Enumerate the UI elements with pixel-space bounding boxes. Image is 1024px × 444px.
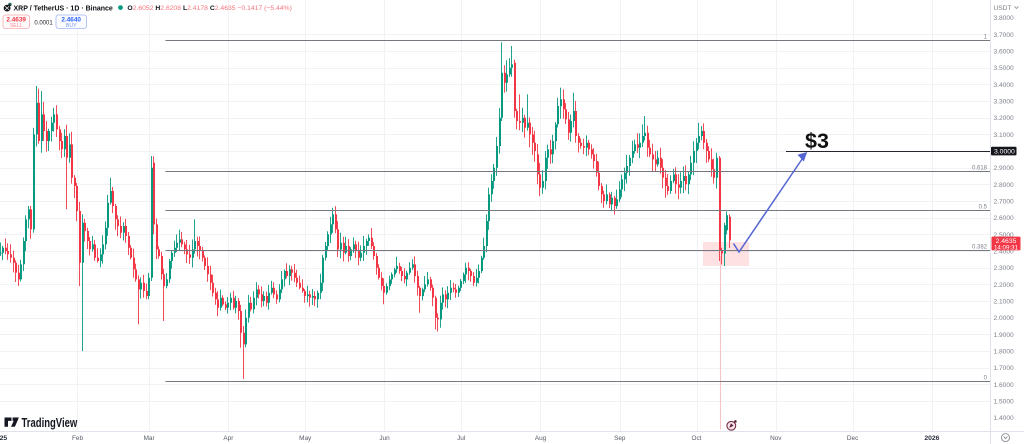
svg-text:0.5: 0.5 [979, 204, 988, 210]
svg-text:2.4639: 2.4639 [6, 16, 26, 23]
svg-text:3.7000: 3.7000 [994, 32, 1015, 39]
svg-text:2.3000: 2.3000 [994, 265, 1015, 272]
svg-text:1.5000: 1.5000 [994, 398, 1015, 405]
svg-text:2.1000: 2.1000 [994, 298, 1015, 305]
svg-text:25: 25 [0, 435, 7, 442]
svg-text:3.1000: 3.1000 [994, 132, 1015, 139]
svg-text:2.2000: 2.2000 [994, 282, 1015, 289]
svg-text:14:09:31: 14:09:31 [994, 245, 1019, 252]
svg-text:1.7000: 1.7000 [994, 365, 1015, 372]
svg-text:0: 0 [984, 375, 988, 381]
svg-text:1.8000: 1.8000 [994, 348, 1015, 355]
svg-text:Apr: Apr [223, 435, 234, 442]
svg-text:Nov: Nov [770, 435, 782, 442]
svg-text:Feb: Feb [72, 435, 83, 442]
svg-text:3.2000: 3.2000 [994, 115, 1015, 122]
svg-text:1.6000: 1.6000 [994, 382, 1015, 389]
svg-text:$3: $3 [805, 129, 829, 153]
svg-text:3.4000: 3.4000 [994, 82, 1015, 89]
svg-text:SELL: SELL [10, 23, 23, 29]
svg-text:0.618: 0.618 [972, 165, 988, 171]
svg-text:2.9000: 2.9000 [994, 165, 1015, 172]
svg-text:2.6000: 2.6000 [994, 215, 1015, 222]
svg-text:0.382: 0.382 [972, 244, 988, 250]
svg-text:Aug: Aug [535, 435, 547, 442]
svg-text:May: May [299, 435, 312, 442]
svg-text:3.8000: 3.8000 [994, 15, 1015, 22]
svg-text:O2.6052 H2.6208 L2.4178 C2.463: O2.6052 H2.6208 L2.4178 C2.4635 −0.1417 … [127, 5, 291, 12]
svg-text:2.4635: 2.4635 [996, 238, 1017, 245]
svg-text:2.4640: 2.4640 [61, 16, 81, 23]
svg-text:TradingView: TradingView [22, 415, 78, 430]
svg-text:3.3000: 3.3000 [994, 98, 1015, 105]
svg-text:2.4000: 2.4000 [994, 248, 1015, 255]
svg-text:Jul: Jul [457, 435, 465, 442]
svg-text:XRP / TetherUS · 1D · Binance: XRP / TetherUS · 1D · Binance [14, 5, 113, 12]
svg-text:Sep: Sep [614, 435, 626, 442]
svg-text:1: 1 [984, 34, 988, 40]
svg-text:Oct: Oct [692, 435, 702, 442]
svg-text:3.0000: 3.0000 [994, 149, 1015, 156]
svg-text:3.6000: 3.6000 [994, 48, 1015, 55]
svg-text:BUY: BUY [66, 23, 77, 29]
svg-text:2.7000: 2.7000 [994, 198, 1015, 205]
svg-text:2.5000: 2.5000 [994, 232, 1015, 239]
svg-text:3.5000: 3.5000 [994, 65, 1015, 72]
svg-text:Jun: Jun [379, 435, 390, 442]
svg-text:0.0001: 0.0001 [34, 20, 53, 26]
svg-text:2.8000: 2.8000 [994, 182, 1015, 189]
svg-text:2.0000: 2.0000 [994, 315, 1015, 322]
svg-text:2026: 2026 [924, 435, 939, 442]
svg-text:USDT: USDT [994, 5, 1012, 12]
svg-text:1.9000: 1.9000 [994, 332, 1015, 339]
svg-text:1.4000: 1.4000 [994, 415, 1015, 422]
svg-text:Dec: Dec [847, 435, 859, 442]
svg-text:Mar: Mar [144, 435, 156, 442]
